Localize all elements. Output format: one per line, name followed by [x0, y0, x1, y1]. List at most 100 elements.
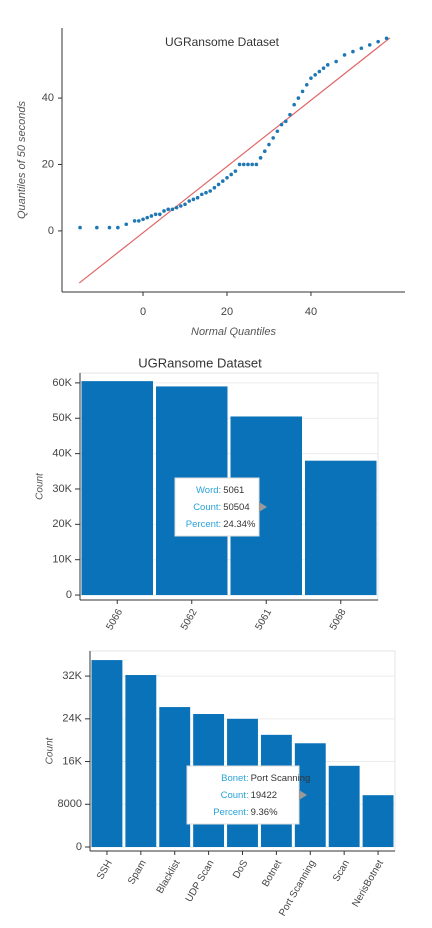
- point: [107, 225, 112, 230]
- point: [233, 169, 238, 173]
- point: [384, 36, 389, 41]
- y-tick-label: 0: [66, 589, 72, 601]
- point: [162, 209, 166, 213]
- tooltip-row-value: 24.34%: [223, 519, 256, 530]
- y-axis-label: Count: [45, 736, 56, 764]
- y-tick-label: 50K: [52, 412, 72, 424]
- y-tick-label: 0: [76, 841, 82, 853]
- x-tick-label: Botnet: [260, 858, 284, 889]
- point: [141, 217, 145, 222]
- point: [158, 212, 162, 217]
- tooltip-key: Percent:: [213, 807, 248, 818]
- point: [78, 225, 82, 230]
- point: [208, 189, 212, 193]
- x-tick-label: 5062: [179, 607, 200, 632]
- tooltip-key: Count:: [221, 790, 249, 801]
- x-tick-label: 0: [140, 306, 146, 318]
- point: [187, 199, 192, 203]
- point: [334, 59, 338, 64]
- point: [191, 197, 196, 202]
- point: [262, 149, 267, 153]
- point: [124, 222, 129, 227]
- tooltip-value: Port Scanning: [251, 773, 311, 784]
- tooltip-row: Count:: [221, 790, 249, 801]
- tooltip-row-value: 19422: [251, 790, 277, 801]
- point: [267, 142, 271, 147]
- y-tick-label: 24K: [62, 713, 82, 725]
- x-tick-label: 20: [221, 306, 233, 318]
- point: [359, 46, 364, 51]
- y-tick-label: 0: [48, 225, 54, 237]
- point: [241, 162, 246, 167]
- point: [166, 207, 171, 212]
- y-tick-label: 16K: [62, 755, 82, 767]
- point: [279, 122, 284, 127]
- point: [313, 73, 317, 77]
- y-axis-label: Count: [35, 472, 46, 500]
- tooltip-value: 24.34%: [223, 519, 256, 530]
- point: [351, 49, 355, 54]
- tooltip-row: Count:: [193, 502, 221, 513]
- tooltip-box: [186, 765, 300, 825]
- point: [304, 82, 309, 87]
- bar: [125, 675, 157, 847]
- point: [95, 225, 99, 230]
- point: [183, 202, 187, 207]
- x-tick-label: Port Scanning: [277, 858, 318, 918]
- point: [216, 182, 221, 187]
- point: [283, 119, 288, 124]
- bar: [328, 765, 360, 847]
- tooltip-row-value: 5061: [223, 485, 244, 496]
- x-tick-label: Blacklist: [155, 858, 183, 895]
- x-tick-label: SSH: [95, 858, 115, 881]
- tooltip-key: Count:: [193, 502, 221, 513]
- point: [195, 195, 200, 200]
- y-tick-label: 20K: [52, 518, 72, 530]
- point: [204, 190, 208, 195]
- point: [376, 39, 380, 44]
- x-tick-label: 40: [305, 306, 317, 318]
- point: [296, 96, 301, 100]
- tooltip-value: 9.36%: [251, 807, 278, 818]
- y-tick-label: 8000: [58, 798, 82, 810]
- bar: [362, 795, 394, 847]
- tooltip-value: 19422: [251, 790, 277, 801]
- point: [250, 162, 254, 167]
- tooltip-row-value: 50504: [223, 502, 249, 513]
- point: [317, 69, 322, 74]
- point: [153, 212, 158, 217]
- y-tick-label: 40: [42, 92, 54, 104]
- point: [300, 89, 305, 94]
- point: [288, 112, 292, 117]
- y-tick-label: 40K: [52, 448, 72, 460]
- tooltip-pointer: [259, 502, 267, 512]
- point: [309, 76, 313, 80]
- x-tick-label: 5061: [253, 607, 274, 632]
- bar: [81, 381, 153, 596]
- y-tick-label: 20: [42, 158, 54, 170]
- point: [254, 162, 259, 167]
- point: [137, 219, 141, 223]
- point: [258, 156, 263, 160]
- reference-line: [78, 37, 391, 284]
- point: [145, 215, 150, 220]
- chart-title: UGRansome Dataset: [138, 355, 262, 370]
- tooltip-key: Percent:: [186, 519, 221, 530]
- bar: [91, 660, 123, 847]
- chart-title: UGRansome Dataset: [165, 35, 280, 49]
- tooltip-value: 50504: [223, 502, 249, 513]
- y-tick-label: 32K: [62, 670, 82, 682]
- point: [116, 225, 120, 230]
- y-tick-label: 10K: [52, 554, 72, 566]
- y-axis-label: Quantiles of 50 seconds: [16, 100, 28, 219]
- x-tick-label: 5066: [104, 607, 125, 632]
- point: [225, 175, 229, 180]
- x-tick-label: 5068: [328, 607, 349, 632]
- point: [271, 136, 275, 140]
- tooltip-row: Bonet:: [221, 773, 248, 784]
- point: [149, 214, 154, 218]
- point: [229, 172, 233, 177]
